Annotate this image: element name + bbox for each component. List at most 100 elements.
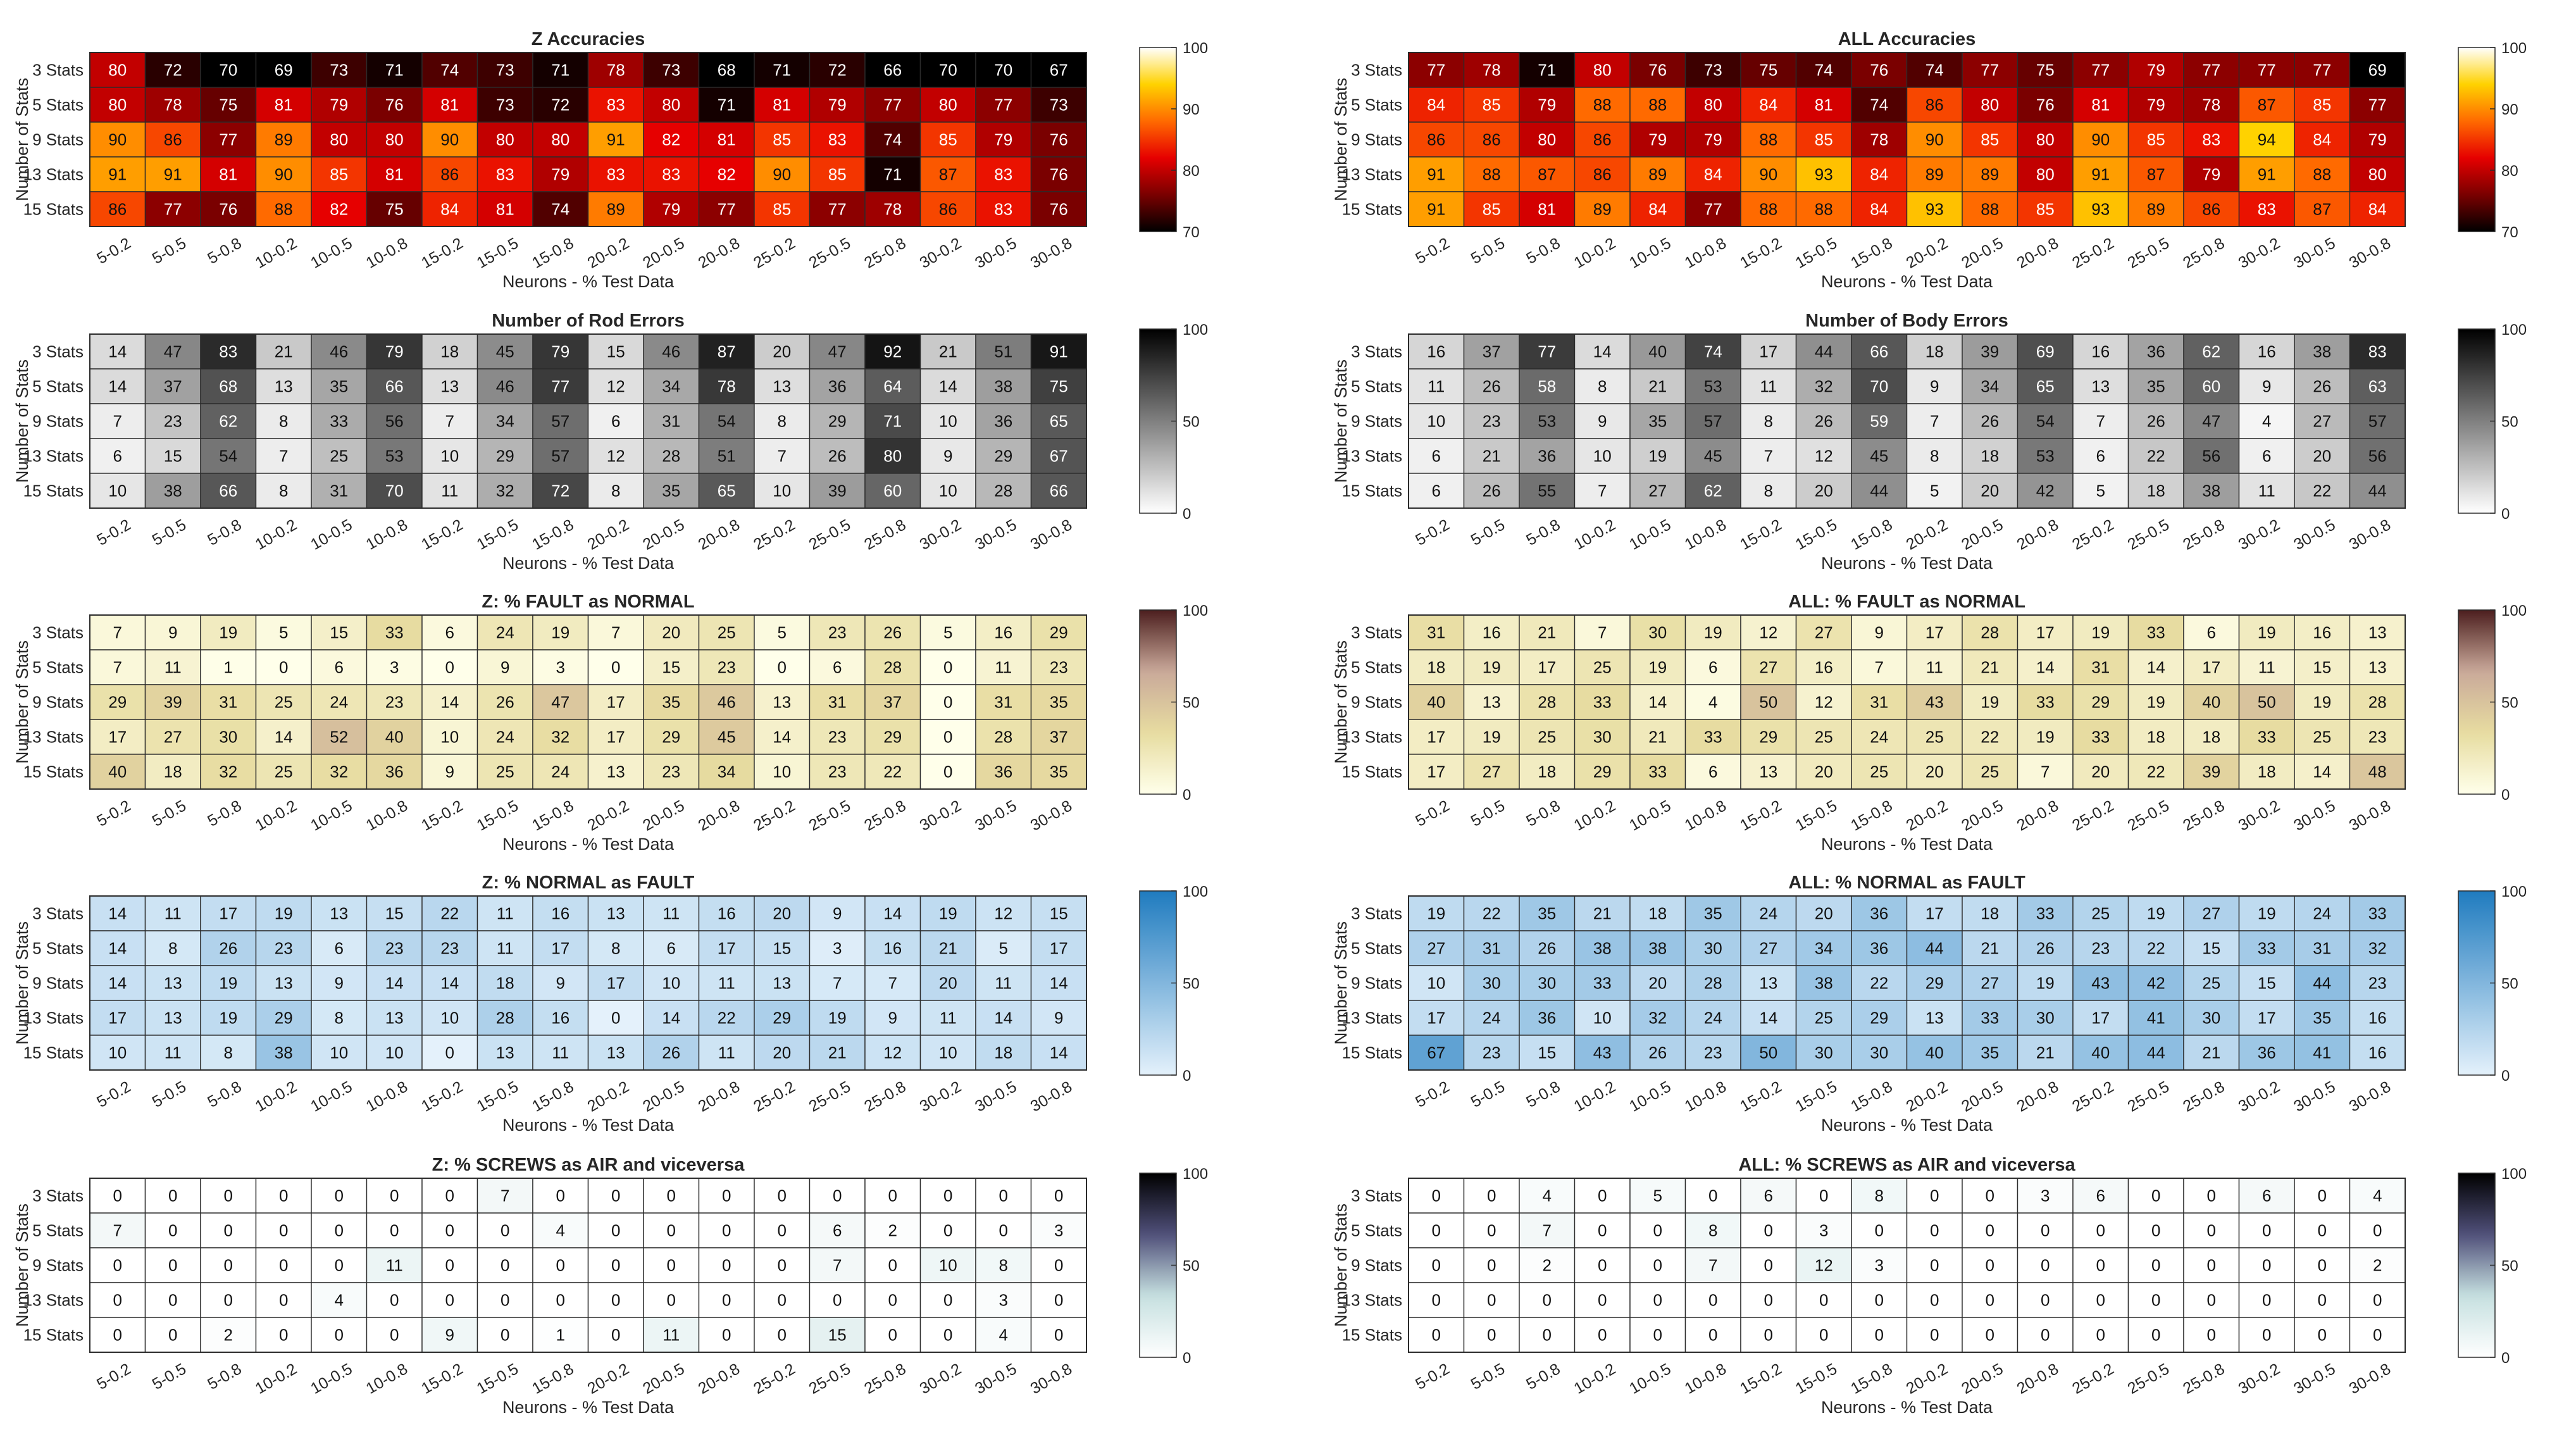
heatmap-cell bbox=[144, 438, 201, 474]
cell-value-label: 77 bbox=[718, 200, 736, 219]
heatmap-cell bbox=[2349, 403, 2406, 439]
heatmap-cell bbox=[366, 1247, 423, 1283]
heatmap-cell bbox=[532, 895, 589, 931]
cell-value-label: 13 bbox=[440, 377, 459, 396]
heatmap-cell bbox=[476, 1317, 533, 1353]
cell-value-label: 17 bbox=[1427, 1009, 1445, 1028]
cell-value-label: 75 bbox=[219, 96, 237, 115]
cell-value-label: 23 bbox=[1483, 412, 1501, 431]
cell-value-label: 88 bbox=[1648, 96, 1667, 115]
cell-value-label: 35 bbox=[1981, 1043, 1999, 1062]
heatmap-cell bbox=[2183, 1247, 2240, 1283]
cell-value-label: 70 bbox=[939, 61, 957, 80]
heatmap-cell bbox=[587, 1282, 644, 1318]
cell-value-label: 24 bbox=[1704, 1009, 1722, 1028]
cell-value-label: 30 bbox=[2202, 1009, 2220, 1028]
cell-value-label: 80 bbox=[2368, 165, 2387, 184]
cell-value-label: 18 bbox=[2202, 728, 2220, 747]
x-tick-label: 30-0.2 bbox=[917, 1078, 964, 1116]
y-tick-label: 3 Stats bbox=[32, 61, 84, 80]
cell-value-label: 0 bbox=[943, 1186, 952, 1205]
cell-value-label: 6 bbox=[335, 939, 344, 958]
cell-value-label: 9 bbox=[335, 974, 344, 993]
heatmap-cell bbox=[1795, 754, 1852, 790]
cell-value-label: 0 bbox=[168, 1256, 177, 1275]
heatmap-cell bbox=[2238, 438, 2295, 474]
cell-value-label: 30 bbox=[1538, 974, 1556, 993]
cell-value-label: 0 bbox=[445, 1256, 454, 1275]
heatmap-cell bbox=[1962, 719, 2019, 755]
cell-value-label: 8 bbox=[1764, 412, 1773, 431]
cell-value-label: 27 bbox=[1427, 939, 1445, 958]
cell-value-label: 89 bbox=[1926, 165, 1944, 184]
heatmap-cell bbox=[2238, 52, 2295, 88]
heatmap-cell bbox=[421, 438, 478, 474]
cell-value-label: 12 bbox=[994, 904, 1012, 923]
x-tick-label: 5-0.8 bbox=[1523, 1078, 1563, 1111]
heatmap-cell bbox=[2183, 895, 2240, 931]
cell-value-label: 86 bbox=[440, 165, 459, 184]
cell-value-label: 54 bbox=[219, 447, 237, 466]
heatmap-cell bbox=[587, 191, 644, 227]
x-tick-label: 10-0.2 bbox=[252, 234, 300, 272]
heatmap-cell bbox=[2294, 965, 2351, 1001]
heatmap-cell bbox=[864, 191, 921, 227]
cell-value-label: 86 bbox=[1483, 130, 1501, 149]
cell-value-label: 30 bbox=[1593, 728, 1612, 747]
heatmap-cell bbox=[1740, 1000, 1797, 1036]
cell-value-label: 11 bbox=[165, 658, 182, 677]
cell-value-label: 24 bbox=[1483, 1009, 1501, 1028]
cell-value-label: 0 bbox=[335, 1186, 344, 1205]
heatmap-cell bbox=[1906, 52, 1963, 88]
cell-value-label: 18 bbox=[440, 342, 459, 361]
cell-value-label: 79 bbox=[828, 96, 847, 115]
cell-value-label: 39 bbox=[1981, 342, 1999, 361]
cell-value-label: 53 bbox=[2036, 447, 2055, 466]
heatmap-cell bbox=[587, 368, 644, 404]
heatmap-cell bbox=[2072, 1035, 2129, 1071]
colorbar-tick-label: 100 bbox=[2501, 883, 2527, 900]
colorbar-tick-label: 100 bbox=[2501, 602, 2527, 619]
cell-value-label: 0 bbox=[501, 1326, 509, 1345]
colorbar-tick-label: 100 bbox=[1183, 602, 1208, 619]
heatmap-cell bbox=[2349, 1317, 2406, 1353]
heatmap-cell bbox=[587, 754, 644, 790]
y-tick-label: 13 Stats bbox=[23, 165, 84, 184]
cell-value-label: 24 bbox=[1759, 904, 1777, 923]
cell-value-label: 4 bbox=[1708, 693, 1717, 712]
heatmap-cell bbox=[2183, 1178, 2240, 1214]
heatmap-cell bbox=[200, 121, 257, 158]
cell-value-label: 29 bbox=[1870, 1009, 1888, 1028]
cell-value-label: 18 bbox=[1427, 658, 1445, 677]
cell-value-label: 0 bbox=[1054, 1291, 1063, 1310]
cell-value-label: 0 bbox=[722, 1326, 731, 1345]
cell-value-label: 70 bbox=[219, 61, 237, 80]
heatmap-cell bbox=[144, 156, 201, 192]
heatmap-cell bbox=[1519, 333, 1576, 370]
cell-value-label: 0 bbox=[279, 1326, 288, 1345]
cell-value-label: 21 bbox=[275, 342, 293, 361]
y-tick-label: 5 Stats bbox=[32, 96, 84, 115]
x-tick-label: 5-0.5 bbox=[149, 234, 189, 268]
heatmap-cell bbox=[144, 895, 201, 931]
cell-value-label: 25 bbox=[275, 693, 293, 712]
heatmap-cell bbox=[476, 895, 533, 931]
cell-value-label: 90 bbox=[2091, 130, 2110, 149]
x-tick-label: 30-0.2 bbox=[2236, 1360, 2283, 1398]
heatmap-cell bbox=[1906, 368, 1963, 404]
heatmap-cell bbox=[255, 438, 312, 474]
cell-value-label: 83 bbox=[2202, 130, 2220, 149]
cell-value-label: 7 bbox=[2041, 762, 2050, 781]
cell-value-label: 17 bbox=[2202, 658, 2220, 677]
heatmap-cell bbox=[643, 754, 700, 790]
cell-value-label: 27 bbox=[1981, 974, 1999, 993]
heatmap-cell bbox=[2127, 1317, 2184, 1353]
heatmap-cell bbox=[1519, 1317, 1576, 1353]
x-tick-label: 5-0.2 bbox=[1412, 1360, 1452, 1393]
cell-value-label: 10 bbox=[773, 762, 791, 781]
cell-value-label: 90 bbox=[773, 165, 791, 184]
cell-value-label: 28 bbox=[1981, 623, 1999, 642]
cell-value-label: 0 bbox=[1432, 1291, 1441, 1310]
